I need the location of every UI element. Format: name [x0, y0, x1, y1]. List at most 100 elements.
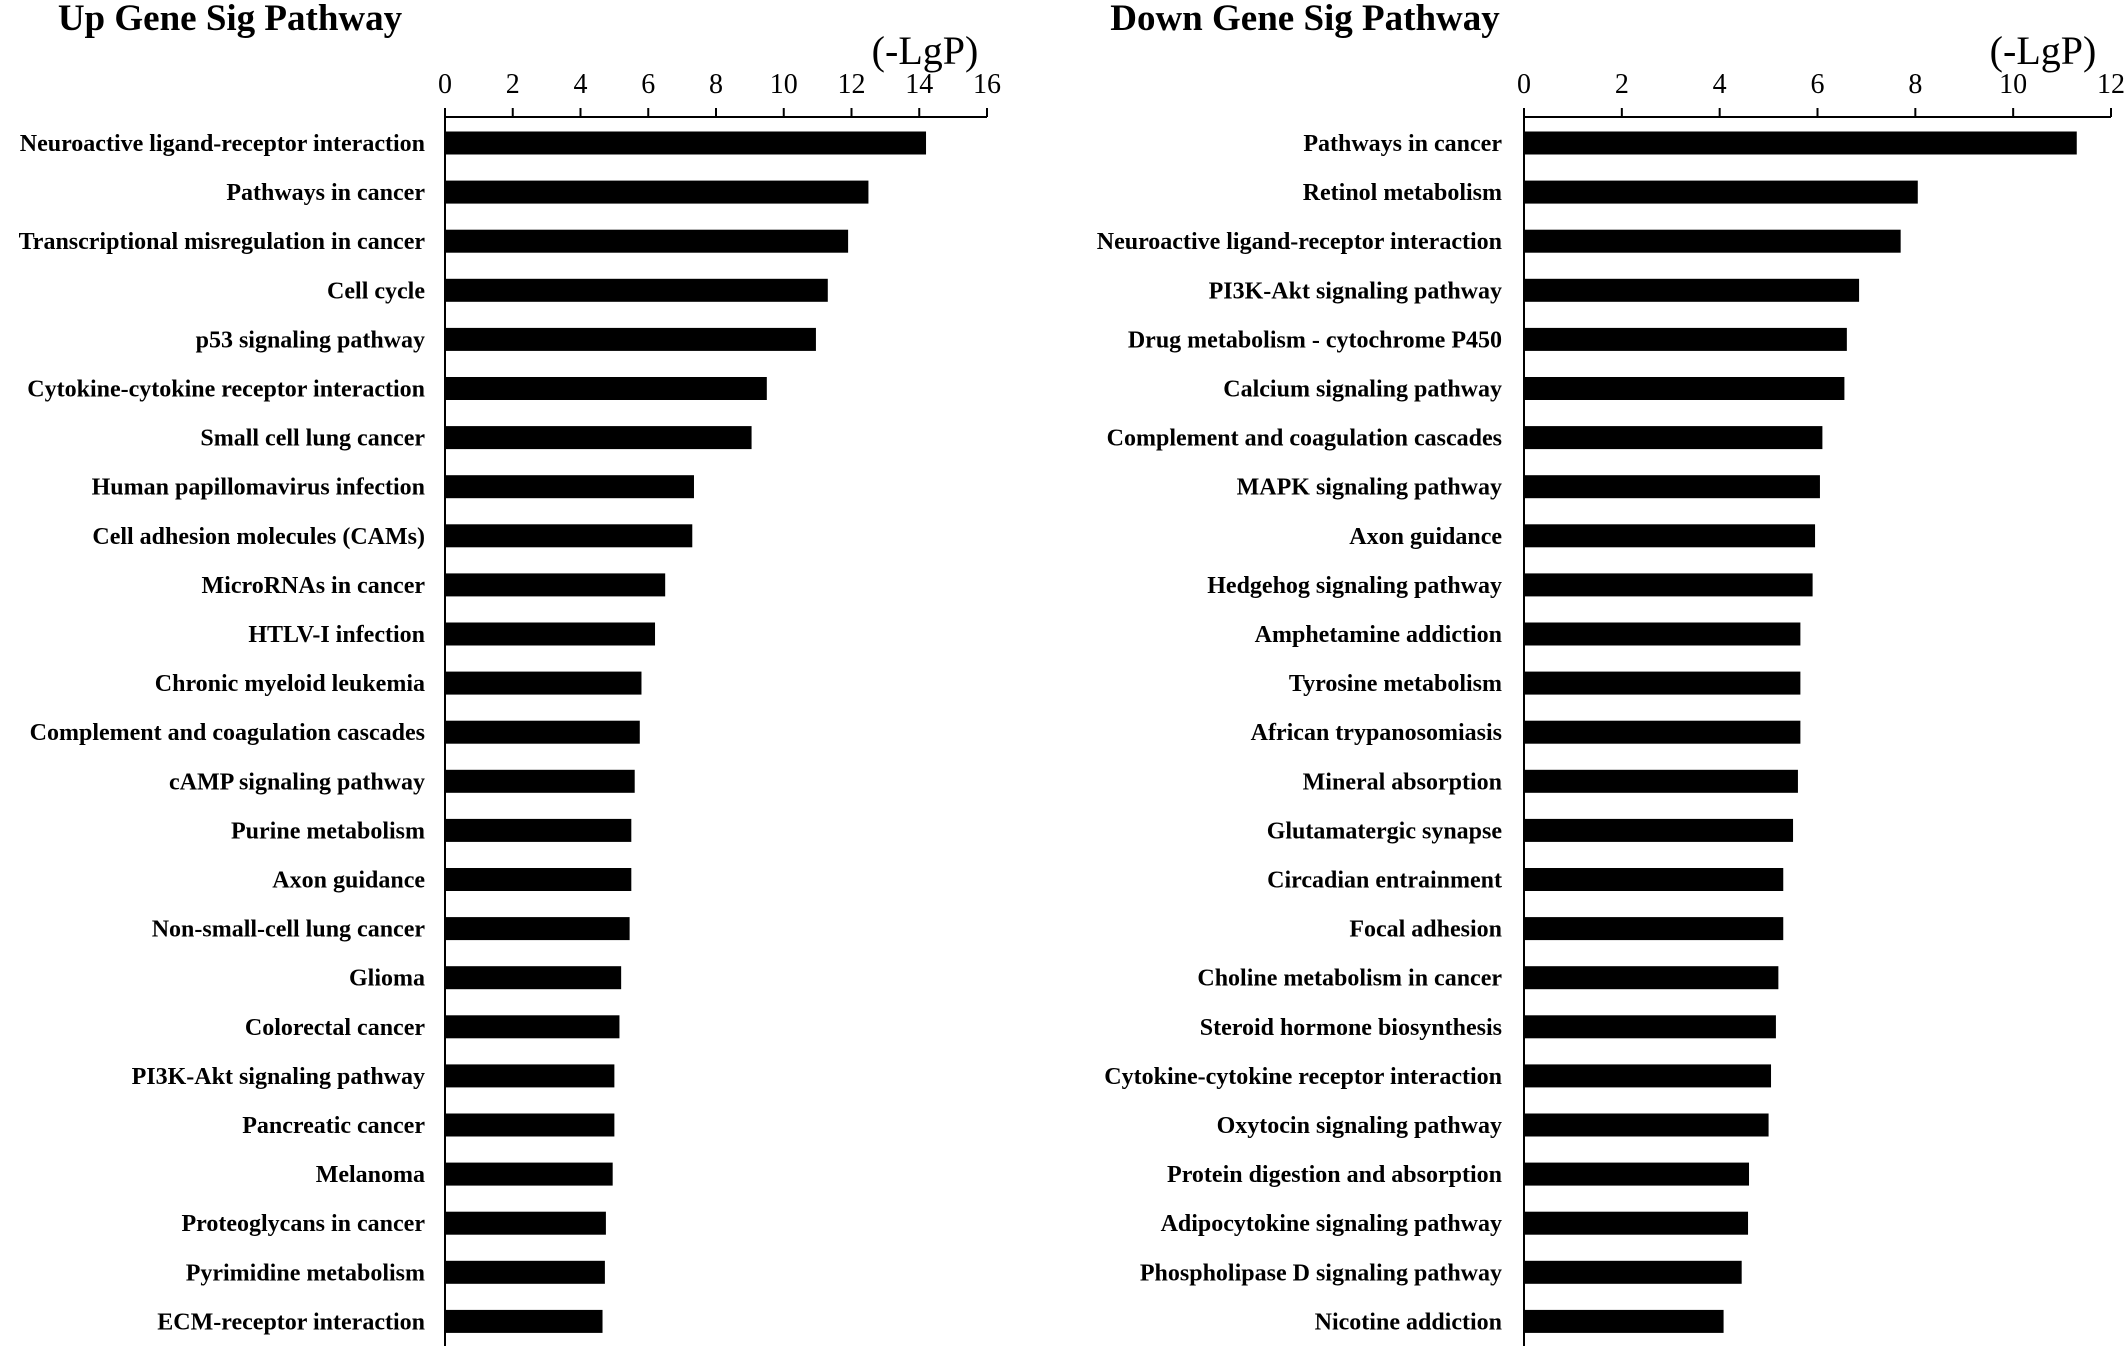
up-category-label: Cell adhesion molecules (CAMs) — [92, 524, 425, 550]
up-bar — [445, 769, 635, 793]
up-bar — [445, 917, 630, 941]
down-category-label: Neuroactive ligand-receptor interaction — [1097, 229, 1502, 255]
up-bar — [445, 1260, 605, 1284]
down-x-tick-label: 4 — [1713, 69, 1727, 100]
down-category-label: Complement and coagulation cascades — [1107, 426, 1502, 452]
up-category-label: Colorectal cancer — [245, 1015, 425, 1041]
down-bar — [1524, 1260, 1742, 1284]
up-category-label: p53 signaling pathway — [196, 327, 425, 353]
up-x-axis-label: (-LgP) — [872, 28, 979, 73]
up-bar — [445, 671, 642, 695]
down-bar — [1524, 426, 1823, 450]
up-bar — [445, 1113, 615, 1137]
down-bar — [1524, 1162, 1750, 1186]
up-category-label: Pyrimidine metabolism — [186, 1260, 425, 1286]
down-bar — [1524, 573, 1813, 597]
up-category-label: Axon guidance — [272, 868, 425, 894]
down-bar — [1524, 769, 1798, 793]
down-bar — [1524, 1015, 1776, 1039]
up-category-label: ECM-receptor interaction — [157, 1309, 425, 1335]
down-x-tick-label: 2 — [1615, 69, 1629, 100]
up-bar — [445, 720, 640, 744]
up-category-label: Proteoglycans in cancer — [181, 1211, 425, 1237]
up-bar — [445, 1162, 613, 1186]
up-category-label: Complement and coagulation cascades — [30, 720, 425, 746]
up-category-label: MicroRNAs in cancer — [202, 573, 426, 599]
down-category-label: Mineral absorption — [1303, 769, 1502, 795]
up-bar — [445, 475, 694, 499]
up-x-tick-label: 16 — [973, 69, 1001, 100]
up-bar — [445, 377, 767, 400]
up-category-label: Cell cycle — [327, 278, 425, 304]
down-bar — [1524, 229, 1901, 253]
up-category-label: Purine metabolism — [231, 818, 425, 844]
down-category-label: Drug metabolism - cytochrome P450 — [1128, 327, 1502, 353]
down-bar — [1524, 671, 1801, 695]
down-category-label: Protein digestion and absorption — [1167, 1162, 1502, 1188]
down-bar — [1524, 377, 1845, 400]
up-category-label: Transcriptional misregulation in cancer — [19, 229, 426, 255]
up-bar — [445, 131, 927, 155]
down-category-label: Nicotine addiction — [1315, 1309, 1502, 1335]
down-x-tick-label: 12 — [2097, 69, 2125, 100]
up-x-tick-label: 6 — [641, 69, 655, 100]
down-bar — [1524, 1064, 1772, 1088]
up-x-tick-label: 10 — [770, 69, 798, 100]
up-category-label: PI3K-Akt signaling pathway — [132, 1064, 425, 1090]
up-gene-panel: Up Gene Sig Pathway (-LgP) 0 2 4 6 8 10 12 14 16 Ne… — [19, 0, 1001, 1346]
up-bar — [445, 524, 693, 548]
up-x-tick-label: 2 — [506, 69, 520, 100]
down-bar — [1524, 917, 1784, 941]
up-category-label: Neuroactive ligand-receptor interaction — [20, 131, 425, 157]
down-category-label: Oxytocin signaling pathway — [1217, 1113, 1502, 1139]
down-category-label: Adipocytokine signaling pathway — [1161, 1211, 1502, 1237]
down-category-label: Glutamatergic synapse — [1267, 818, 1503, 844]
down-category-label: Cytokine-cytokine receptor interaction — [1104, 1064, 1502, 1090]
down-category-label: Steroid hormone biosynthesis — [1200, 1015, 1502, 1041]
down-gene-panel: Down Gene Sig Pathway (-LgP) 0 2 4 6 8 10 12 Path… — [1097, 0, 2125, 1346]
up-bar — [445, 180, 869, 204]
up-bar — [445, 818, 632, 842]
down-bar — [1524, 524, 1816, 548]
up-category-label: Melanoma — [316, 1162, 425, 1188]
up-category-label: Cytokine-cytokine receptor interaction — [27, 377, 425, 403]
down-category-label: Retinol metabolism — [1303, 180, 1502, 206]
down-category-label: Phospholipase D signaling pathway — [1140, 1260, 1502, 1286]
up-bar — [445, 278, 828, 302]
up-chart-title: Up Gene Sig Pathway — [58, 0, 403, 39]
down-bar — [1524, 131, 2077, 155]
up-category-label: Human papillomavirus infection — [92, 475, 425, 501]
up-bar — [445, 1015, 620, 1039]
up-category-label: Non-small-cell lung cancer — [152, 917, 426, 943]
down-bar — [1524, 180, 1918, 204]
down-x-axis-label: (-LgP) — [1990, 28, 2097, 73]
down-bar — [1524, 966, 1779, 990]
down-category-label: Circadian entrainment — [1267, 868, 1502, 894]
up-category-label: Small cell lung cancer — [200, 426, 425, 452]
up-bar — [445, 868, 632, 891]
down-bar — [1524, 1211, 1749, 1235]
up-category-label: Glioma — [349, 966, 425, 992]
down-category-label: Amphetamine addiction — [1255, 622, 1502, 648]
down-bar — [1524, 1309, 1724, 1333]
down-bar — [1524, 1113, 1769, 1137]
up-bar — [445, 426, 752, 450]
down-bar — [1524, 622, 1801, 646]
up-category-label: HTLV-I infection — [248, 622, 425, 648]
down-bar — [1524, 868, 1784, 891]
down-x-tick-label: 8 — [1908, 69, 1922, 100]
up-bar — [445, 1064, 615, 1088]
down-category-label: Pathways in cancer — [1303, 131, 1502, 157]
down-chart-title: Down Gene Sig Pathway — [1110, 0, 1500, 39]
down-category-label: Choline metabolism in cancer — [1197, 966, 1502, 992]
up-bar — [445, 1309, 603, 1333]
down-bar — [1524, 720, 1801, 744]
up-bar — [445, 229, 849, 253]
down-x-tick-label: 10 — [1999, 69, 2027, 100]
up-x-tick-label: 8 — [709, 69, 723, 100]
up-category-label: Pathways in cancer — [226, 180, 425, 206]
up-x-tick-label: 14 — [905, 69, 933, 100]
up-category-label: Chronic myeloid leukemia — [155, 671, 425, 697]
up-bar — [445, 327, 816, 351]
